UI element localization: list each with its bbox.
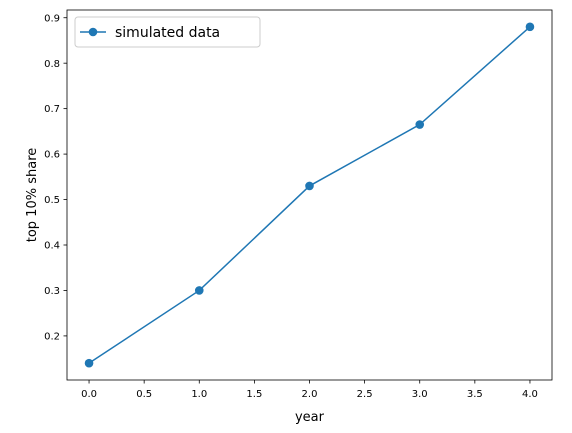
x-tick-label: 0.0 xyxy=(81,389,97,400)
x-tick-label: 1.0 xyxy=(191,389,207,400)
legend: simulated data xyxy=(74,16,261,48)
x-axis-ticks: 0.0 0.5 1.0 1.5 2.0 2.5 3.0 3.5 4.0 xyxy=(81,380,538,400)
x-tick-label: 0.5 xyxy=(136,389,152,400)
y-tick-label: 0.6 xyxy=(44,150,60,161)
legend-marker-swatch xyxy=(88,27,98,37)
y-tick-label: 0.4 xyxy=(44,241,60,252)
y-tick-label: 0.2 xyxy=(44,332,60,343)
y-axis-label: top 10% share xyxy=(25,148,40,243)
x-tick-label: 3.5 xyxy=(467,389,483,400)
data-point xyxy=(194,286,204,295)
x-tick-label: 1.5 xyxy=(246,389,262,400)
data-point xyxy=(415,120,425,129)
data-point xyxy=(84,358,94,368)
axes-frame xyxy=(66,9,553,381)
y-tick-label: 0.3 xyxy=(44,286,60,297)
data-point xyxy=(525,22,535,32)
x-tick-label: 2.0 xyxy=(302,389,318,400)
data-point xyxy=(305,181,314,191)
x-tick-label: 4.0 xyxy=(522,389,538,400)
x-tick-label: 2.5 xyxy=(357,389,373,400)
legend-label: simulated data xyxy=(115,25,220,41)
plot-area xyxy=(84,22,535,368)
y-tick-label: 0.5 xyxy=(44,195,60,206)
legend-box xyxy=(74,16,261,48)
y-axis-ticks: 0.2 0.3 0.4 0.5 0.6 0.7 0.8 0.9 xyxy=(44,13,67,343)
x-tick-label: 3.0 xyxy=(412,389,428,400)
y-tick-label: 0.8 xyxy=(44,59,60,70)
y-tick-label: 0.9 xyxy=(44,13,60,24)
y-tick-label: 0.7 xyxy=(44,104,60,115)
x-axis-label: year xyxy=(295,410,325,425)
